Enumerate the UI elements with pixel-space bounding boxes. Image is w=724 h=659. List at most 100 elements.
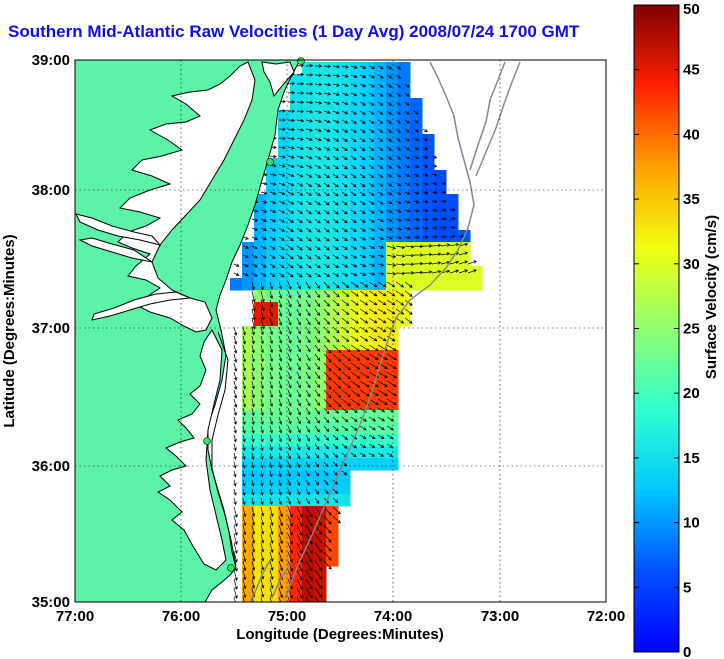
velocity-arrow [296,560,303,572]
site-marker[interactable] [297,57,305,65]
velocity-arrow [314,82,323,87]
velocity-arrow [323,524,332,534]
velocity-field [230,62,483,602]
velocity-cell [374,86,387,99]
velocity-cell [386,74,399,87]
site-marker[interactable] [203,437,211,445]
velocity-arrow [269,362,274,372]
velocity-arrow [287,236,294,242]
velocity-cell [266,206,279,219]
velocity-arrow [251,488,255,496]
velocity-arrow [359,119,366,124]
velocity-arrow [386,389,397,397]
velocity-arrow [422,155,429,159]
velocity-arrow [296,542,303,554]
velocity-arrow [278,443,282,451]
velocity-cell [302,194,315,207]
velocity-arrow [431,217,438,221]
velocity-cell [446,218,459,231]
velocity-arrow [305,254,312,260]
velocity-cell [266,458,279,471]
velocity-arrow [368,443,376,448]
velocity-arrow [404,245,415,249]
velocity-cell [374,422,387,435]
velocity-arrow [368,353,379,361]
velocity-cell [278,194,291,207]
velocity-cell [254,374,267,387]
velocity-arrow [449,234,456,239]
velocity-arrow [260,551,265,562]
velocity-arrow [323,137,331,142]
velocity-cell [362,86,375,99]
velocity-arrow [404,164,411,169]
velocity-cell [338,434,351,447]
velocity-arrow [341,101,349,106]
velocity-arrow [386,65,393,70]
velocity-cell [386,338,399,351]
velocity-arrow [386,245,397,250]
velocity-arrow [269,407,274,417]
velocity-arrow [260,326,264,336]
velocity-arrow [287,533,293,545]
velocity-arrow [377,209,384,214]
velocity-arrow [332,101,340,106]
velocity-cell [398,266,411,279]
velocity-arrow [341,335,350,342]
velocity-cell [350,158,363,171]
velocity-arrow [386,290,396,297]
velocity-arrow [305,578,313,590]
velocity-cell [398,62,411,75]
velocity-arrow [332,200,339,206]
site-marker[interactable] [227,564,235,572]
velocity-arrow [332,398,342,407]
velocity-arrow [404,191,411,195]
velocity-cell [290,398,303,411]
velocity-cell [338,266,351,279]
velocity-cell [350,266,363,279]
velocity-arrow [260,461,264,469]
velocity-arrow [350,128,357,133]
velocity-arrow [296,533,303,545]
velocity-arrow [269,551,274,562]
velocity-arrow [242,236,249,240]
velocity-arrow [314,371,321,380]
velocity-arrow [305,416,311,425]
velocity-cell [266,446,279,459]
velocity-arrow [242,326,247,336]
velocity-arrow [305,218,312,224]
velocity-arrow [323,119,331,124]
velocity-cell [290,158,303,171]
velocity-arrow [377,362,388,369]
velocity-cell [254,410,267,423]
velocity-arrow [278,587,284,599]
velocity-arrow [359,434,367,440]
velocity-arrow [422,235,429,239]
velocity-arrow [368,434,376,440]
velocity-arrow [242,533,247,545]
velocity-cell [326,362,339,375]
velocity-cell [242,518,255,531]
velocity-cell [314,254,327,267]
site-marker[interactable] [266,158,274,166]
velocity-cell [278,470,291,483]
velocity-cell [374,194,387,207]
velocity-cell [254,482,267,495]
velocity-arrow [341,353,351,362]
velocity-cell [302,134,315,147]
velocity-arrow [287,263,294,269]
velocity-arrow [278,335,283,344]
velocity-arrow [278,551,284,563]
velocity-arrow [287,146,295,150]
velocity-cell [350,446,363,459]
velocity-arrow [323,155,331,160]
velocity-arrow [287,344,292,353]
velocity-cell [254,242,267,255]
velocity-arrow [386,200,393,205]
velocity-cell [290,170,303,183]
velocity-arrow [368,272,376,276]
velocity-arrow [251,236,258,240]
velocity-arrow [287,551,293,563]
velocity-cell [350,314,363,327]
velocity-arrow [278,398,283,407]
velocity-cell [434,230,447,243]
